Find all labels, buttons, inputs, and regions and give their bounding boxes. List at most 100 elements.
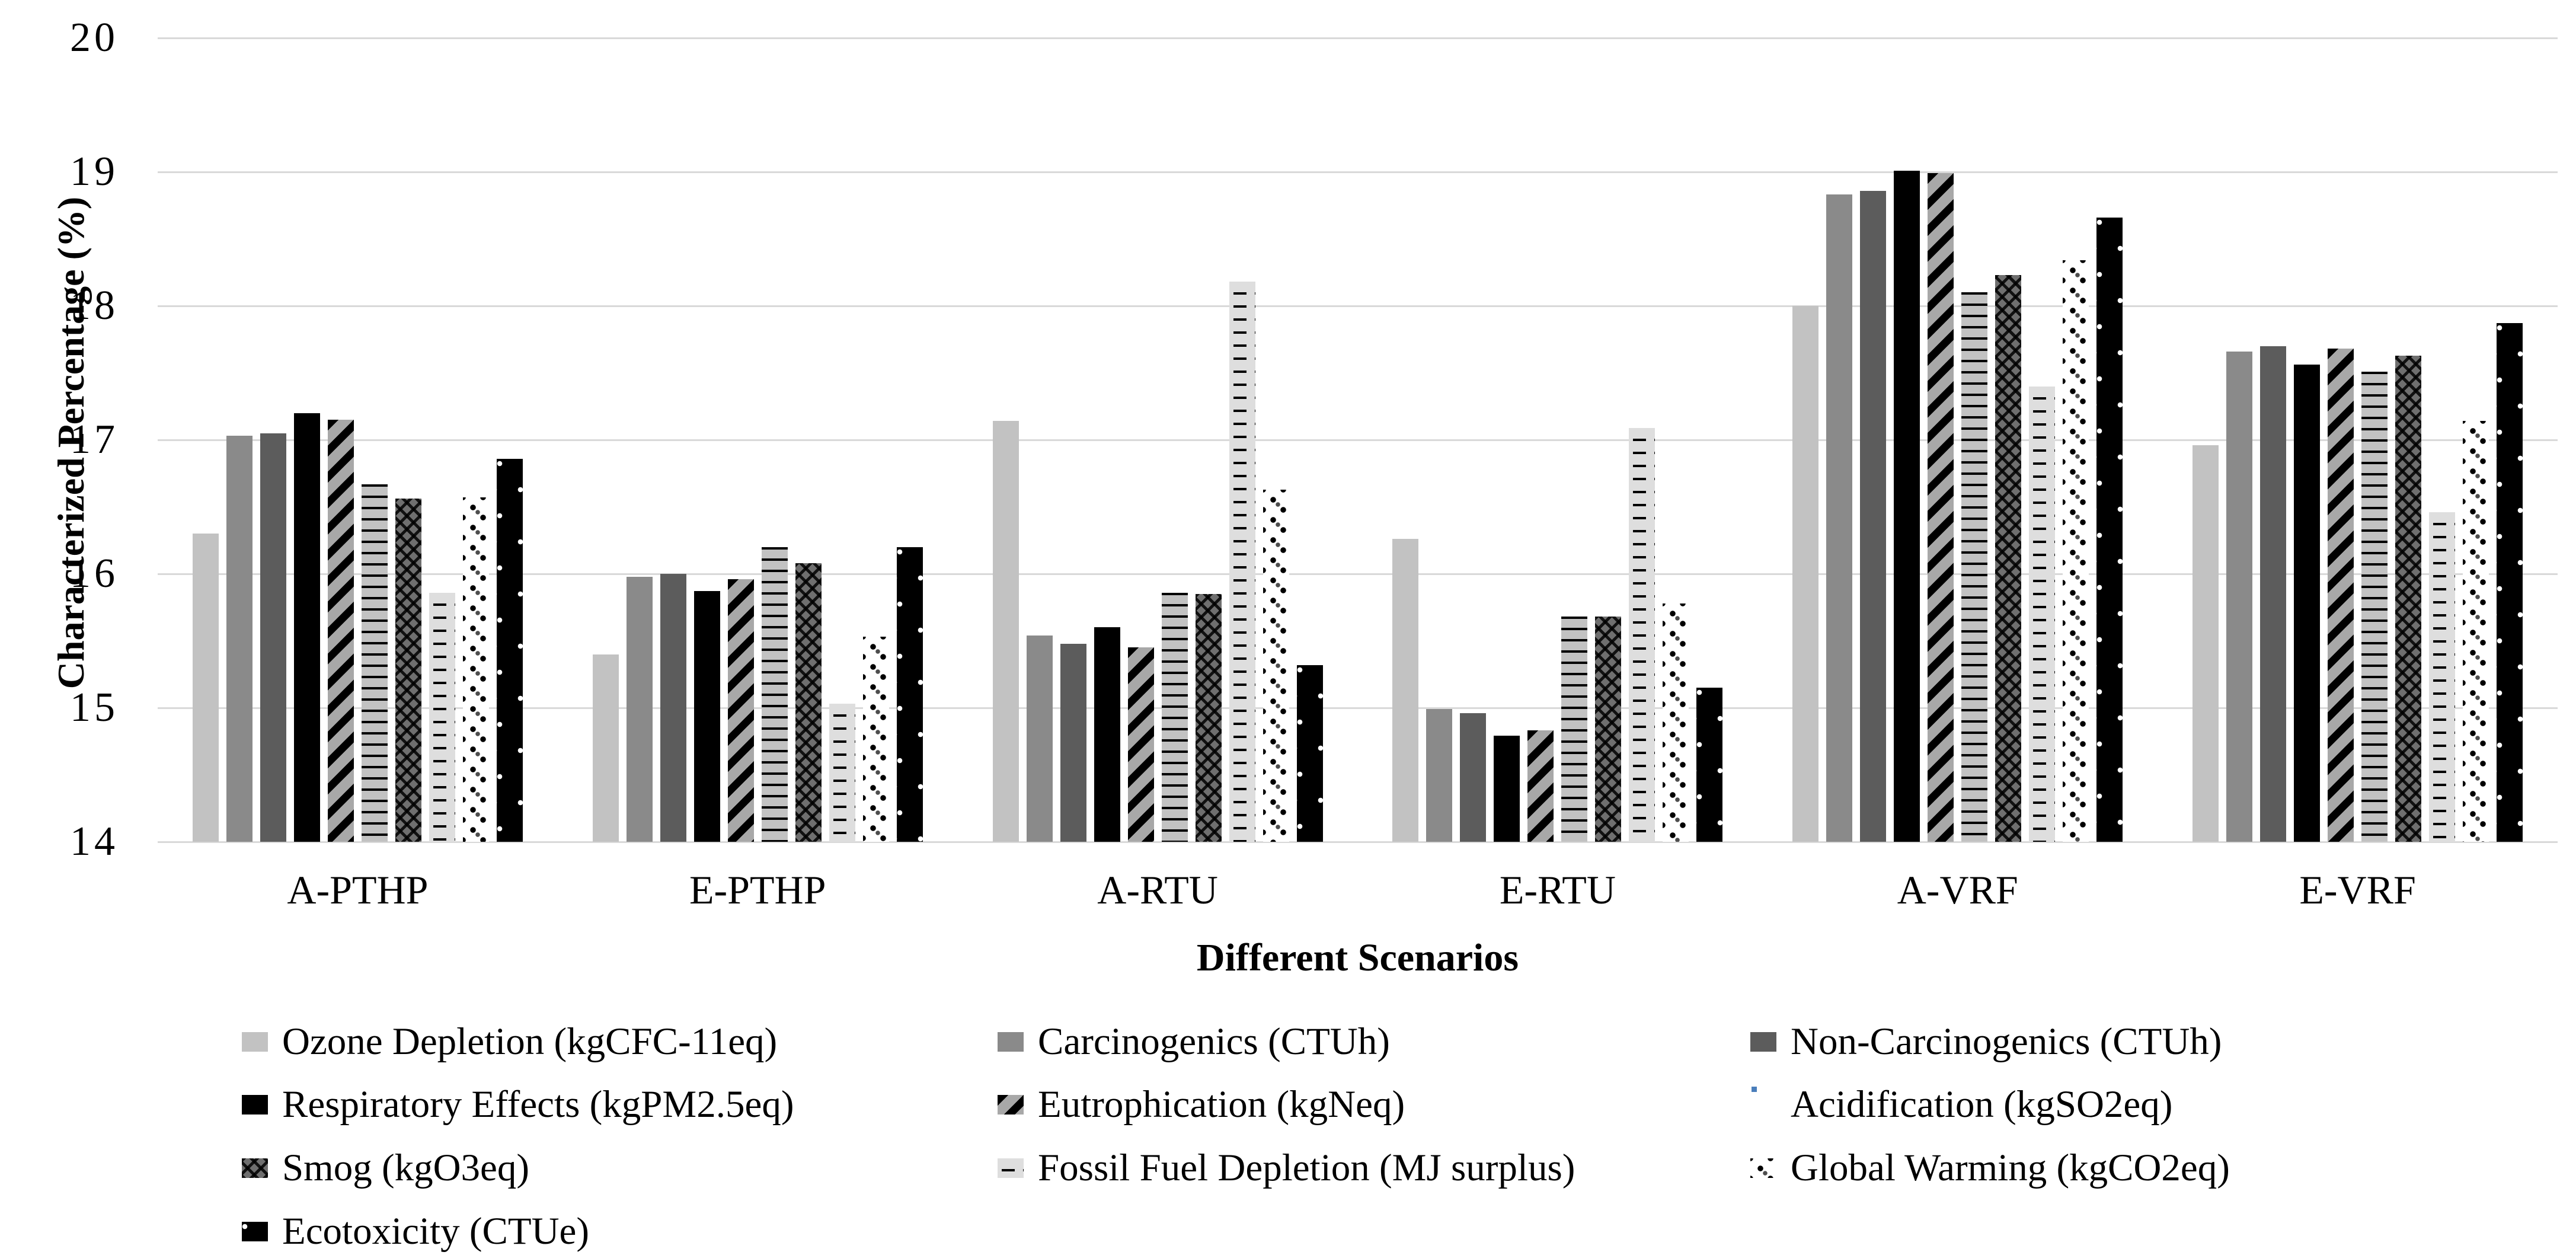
x-category-label-A-RTU: A-RTU <box>1097 867 1218 912</box>
bar-smog-E-RTU <box>1595 617 1622 842</box>
bar-group-A-RTU <box>958 38 1358 842</box>
legend-item-carcinogenics: Carcinogenics (CTUh) <box>998 1015 1390 1068</box>
legend-item-respiratory-effects: Respiratory Effects (kgPM2.5eq) <box>242 1078 794 1131</box>
bar-group-A-VRF <box>1757 38 2158 842</box>
bar-fossil-fuel-depletion-A-RTU <box>1229 282 1255 842</box>
plot-area <box>158 37 2558 843</box>
gridline-16 <box>158 573 2558 575</box>
legend-swatch-carcinogenics <box>998 1032 1024 1052</box>
legend-item-fossil-fuel-depletion: Fossil Fuel Depletion (MJ surplus) <box>998 1141 1575 1195</box>
legend-label-carcinogenics: Carcinogenics (CTUh) <box>1038 1020 1390 1063</box>
legend-swatch-respiratory-effects <box>242 1094 268 1115</box>
bar-acidification-E-PTHP <box>761 547 788 842</box>
legend-label-non-carcinogenics: Non-Carcinogenics (CTUh) <box>1791 1020 2222 1063</box>
bar-fossil-fuel-depletion-A-VRF <box>2029 386 2056 842</box>
bar-group-E-VRF <box>2158 38 2558 842</box>
legend-swatch-acidification <box>1750 1086 1776 1115</box>
bar-acidification-E-RTU <box>1561 617 1588 842</box>
legend-label-acidification: Acidification (kgSO2eq) <box>1791 1082 2173 1126</box>
bar-fossil-fuel-depletion-E-PTHP <box>829 704 855 842</box>
y-axis: 20 19 18 17 16 15 14 <box>0 15 119 864</box>
bar-respiratory-effects-E-RTU <box>1494 736 1520 842</box>
legend-item-smog: Smog (kgO3eq) <box>242 1141 529 1195</box>
legend-item-eutrophication: Eutrophication (kgNeq) <box>998 1078 1405 1131</box>
gridline-20 <box>158 37 2558 39</box>
x-category-label-E-PTHP: E-PTHP <box>689 867 826 912</box>
bar-fossil-fuel-depletion-E-RTU <box>1629 427 1655 842</box>
bar-global-warming-A-VRF <box>2063 260 2089 842</box>
legend-item-acidification: Acidification (kgSO2eq) <box>1750 1078 2172 1131</box>
bar-eutrophication-E-VRF <box>2328 349 2354 842</box>
bar-acidification-A-PTHP <box>361 484 388 842</box>
bar-ozone-depletion-A-VRF <box>1792 306 1819 842</box>
legend-label-smog: Smog (kgO3eq) <box>282 1146 530 1189</box>
x-category-label-E-VRF: E-VRF <box>2299 867 2416 912</box>
gridline-18 <box>158 305 2558 307</box>
legend-swatch-global-warming <box>1750 1158 1776 1178</box>
y-tick-label-17: 17 <box>70 417 119 462</box>
bar-global-warming-E-PTHP <box>862 637 889 842</box>
legend-swatch-ozone-depletion <box>242 1032 268 1052</box>
bar-global-warming-E-RTU <box>1663 603 1689 842</box>
bar-carcinogenics-E-PTHP <box>626 576 653 842</box>
x-axis-title: Different Scenarios <box>1196 936 1519 979</box>
bar-ecotoxicity-A-PTHP <box>496 458 523 842</box>
legend-label-global-warming: Global Warming (kgCO2eq) <box>1791 1146 2230 1189</box>
gridline-15 <box>158 707 2558 709</box>
bar-respiratory-effects-A-RTU <box>1094 627 1120 842</box>
bar-ozone-depletion-A-PTHP <box>192 534 219 842</box>
y-tick-label-20: 20 <box>70 15 119 60</box>
bar-ecotoxicity-E-VRF <box>2497 323 2523 842</box>
bar-respiratory-effects-A-VRF <box>1894 170 1920 842</box>
bar-eutrophication-E-PTHP <box>727 579 754 842</box>
legend-swatch-non-carcinogenics <box>1750 1032 1776 1052</box>
legend-item-non-carcinogenics: Non-Carcinogenics (CTUh) <box>1750 1015 2222 1068</box>
bar-ecotoxicity-A-RTU <box>1296 665 1323 842</box>
x-category-label-A-PTHP: A-PTHP <box>287 867 429 912</box>
legend-label-ozone-depletion: Ozone Depletion (kgCFC-11eq) <box>282 1020 778 1063</box>
bar-smog-A-RTU <box>1195 593 1222 842</box>
bar-ecotoxicity-E-RTU <box>1696 688 1723 842</box>
bar-ozone-depletion-A-RTU <box>992 421 1019 842</box>
legend-swatch-fossil-fuel-depletion <box>998 1158 1024 1178</box>
y-tick-label-14: 14 <box>70 819 119 864</box>
bar-non-carcinogenics-A-VRF <box>1860 190 1887 842</box>
bar-acidification-A-RTU <box>1161 592 1188 842</box>
bar-acidification-A-VRF <box>1961 292 1988 842</box>
y-tick-label-18: 18 <box>70 283 119 328</box>
legend-swatch-ecotoxicity <box>242 1221 268 1241</box>
legend-label-eutrophication: Eutrophication (kgNeq) <box>1038 1082 1405 1126</box>
y-tick-label-16: 16 <box>70 551 119 596</box>
legend-swatch-smog <box>242 1158 268 1178</box>
bar-non-carcinogenics-A-RTU <box>1060 643 1086 842</box>
bar-smog-E-PTHP <box>795 563 822 842</box>
bar-eutrophication-A-RTU <box>1127 647 1154 842</box>
x-category-label-A-VRF: A-VRF <box>1897 867 2018 912</box>
bar-global-warming-E-VRF <box>2463 421 2489 842</box>
y-tick-label-19: 19 <box>70 149 119 194</box>
bar-carcinogenics-E-RTU <box>1426 709 1453 842</box>
bar-non-carcinogenics-E-PTHP <box>660 574 686 842</box>
gridline-17 <box>158 439 2558 441</box>
legend-label-fossil-fuel-depletion: Fossil Fuel Depletion (MJ surplus) <box>1038 1146 1575 1189</box>
bar-group-E-PTHP <box>558 38 958 842</box>
bar-ozone-depletion-E-VRF <box>2193 445 2219 842</box>
bar-respiratory-effects-E-VRF <box>2294 365 2321 842</box>
legend-item-global-warming: Global Warming (kgCO2eq) <box>1750 1141 2230 1195</box>
legend-item-ecotoxicity: Ecotoxicity (CTUe) <box>242 1205 589 1255</box>
legend-item-ozone-depletion: Ozone Depletion (kgCFC-11eq) <box>242 1015 777 1068</box>
bar-non-carcinogenics-A-PTHP <box>260 433 286 842</box>
bar-ecotoxicity-E-PTHP <box>896 547 923 842</box>
legend-swatch-eutrophication <box>998 1094 1024 1115</box>
bar-smog-A-VRF <box>1995 275 2022 842</box>
bar-ozone-depletion-E-RTU <box>1392 539 1419 842</box>
bar-respiratory-effects-A-PTHP <box>293 413 320 842</box>
bar-group-E-RTU <box>1357 38 1757 842</box>
x-axis-category-labels: A-PTHP E-PTHP A-RTU E-RTU A-VRF E-VRF <box>158 867 2558 914</box>
bar-respiratory-effects-E-PTHP <box>693 591 720 842</box>
gridline-14 <box>158 841 2558 843</box>
bar-ozone-depletion-E-PTHP <box>592 654 619 842</box>
x-category-label-E-RTU: E-RTU <box>1499 867 1616 912</box>
bar-carcinogenics-A-PTHP <box>226 436 253 842</box>
